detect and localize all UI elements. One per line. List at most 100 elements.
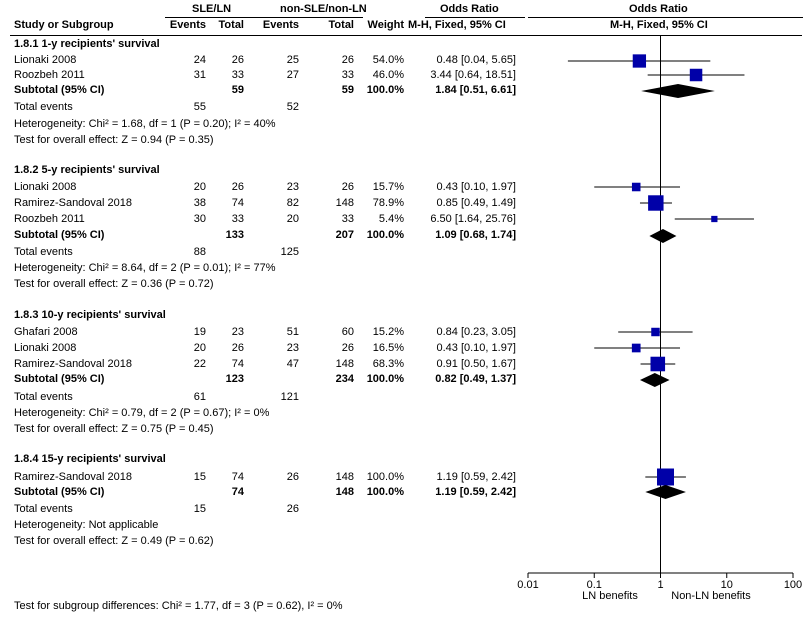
exp-events: 38 xyxy=(193,197,206,209)
total-column-header-2: Total xyxy=(328,19,354,31)
ctl-events: 26 xyxy=(286,471,299,483)
heterogeneity-text: Heterogeneity: Chi² = 1.68, df = 1 (P = … xyxy=(14,118,276,130)
overall-effect-text: Test for overall effect: Z = 0.94 (P = 0… xyxy=(14,134,214,146)
heterogeneity-text: Heterogeneity: Not applicable xyxy=(14,519,159,531)
total-events-label: Total events xyxy=(14,503,73,515)
ctl-total: 26 xyxy=(341,181,354,193)
ctl-group-header: non-SLE/non-LN xyxy=(280,3,367,15)
study-name: Lionaki 2008 xyxy=(14,54,77,66)
plot-title: Odds Ratio xyxy=(629,3,688,15)
ctl-events: 25 xyxy=(286,54,299,66)
study-name: Lionaki 2008 xyxy=(14,342,77,354)
subtotal-ci: 1.09 [0.68, 1.74] xyxy=(435,229,516,241)
study-name: Roozbeh 2011 xyxy=(14,213,85,225)
weight-value: 16.5% xyxy=(372,342,404,354)
subtotal-ctl-total: 234 xyxy=(335,373,354,385)
subtotal-ci: 1.19 [0.59, 2.42] xyxy=(435,486,516,498)
study-name: Lionaki 2008 xyxy=(14,181,77,193)
subtotal-ci: 1.84 [0.51, 6.61] xyxy=(435,84,516,96)
total-events-exp: 55 xyxy=(193,101,206,113)
ci-value: 0.48 [0.04, 5.65] xyxy=(436,54,516,66)
subtotal-ctl-total: 148 xyxy=(335,486,354,498)
total-events-exp: 15 xyxy=(193,503,206,515)
ctl-events: 27 xyxy=(286,69,299,81)
weight-column-header: Weight xyxy=(367,19,404,31)
weight-value: 68.3% xyxy=(372,358,404,370)
exp-total: 74 xyxy=(231,358,244,370)
subgroup-title: 1.8.1 1-y recipients' survival xyxy=(14,38,160,50)
subtotal-diamond xyxy=(645,485,686,499)
ctl-events: 51 xyxy=(286,326,299,338)
exp-total: 26 xyxy=(231,181,244,193)
subtotal-ctl-total: 59 xyxy=(341,84,354,96)
ci-value: 0.85 [0.49, 1.49] xyxy=(436,197,516,209)
ctl-events: 20 xyxy=(286,213,299,225)
heterogeneity-text: Heterogeneity: Chi² = 0.79, df = 2 (P = … xyxy=(14,407,270,419)
subtotal-diamond xyxy=(641,84,715,98)
study-marker xyxy=(650,356,666,372)
total-events-ctl: 52 xyxy=(286,101,299,113)
study-marker xyxy=(631,343,641,353)
subtotal-weight: 100.0% xyxy=(366,229,404,241)
exp-events: 31 xyxy=(193,69,206,81)
ctl-events: 23 xyxy=(286,342,299,354)
subgroup-title: 1.8.2 5-y recipients' survival xyxy=(14,164,160,176)
subgroup-title: 1.8.3 10-y recipients' survival xyxy=(14,309,166,321)
plot-marks xyxy=(567,54,754,499)
subtotal-weight: 100.0% xyxy=(366,373,404,385)
favours-right-label: Non-LN benefits xyxy=(671,590,751,602)
subtotal-label: Subtotal (95% CI) xyxy=(14,84,105,96)
total-events-ctl: 125 xyxy=(280,246,299,258)
ctl-header-underline xyxy=(265,17,363,18)
weight-value: 15.7% xyxy=(372,181,404,193)
exp-total: 23 xyxy=(231,326,244,338)
subtotal-diamond xyxy=(649,229,677,243)
total-events-ctl: 121 xyxy=(280,391,299,403)
header-rule xyxy=(10,35,802,36)
weight-value: 15.2% xyxy=(372,326,404,338)
exp-events: 20 xyxy=(193,342,206,354)
or-column-title: Odds Ratio xyxy=(440,3,499,15)
ctl-total: 148 xyxy=(335,197,354,209)
plot-method-header: M-H, Fixed, 95% CI xyxy=(610,19,708,31)
study-marker xyxy=(689,68,703,82)
method-column-header: M-H, Fixed, 95% CI xyxy=(408,19,506,31)
study-marker xyxy=(648,195,664,211)
study-name: Roozbeh 2011 xyxy=(14,69,85,81)
ci-value: 0.84 [0.23, 3.05] xyxy=(436,326,516,338)
ci-value: 3.44 [0.64, 18.51] xyxy=(430,69,516,81)
weight-value: 78.9% xyxy=(372,197,404,209)
subtotal-ctl-total: 207 xyxy=(335,229,354,241)
subtotal-exp-total: 59 xyxy=(231,84,244,96)
total-events-label: Total events xyxy=(14,246,73,258)
total-events-ctl: 26 xyxy=(286,503,299,515)
exp-total: 74 xyxy=(231,471,244,483)
weight-value: 100.0% xyxy=(366,471,404,483)
exp-events: 30 xyxy=(193,213,206,225)
overall-effect-text: Test for overall effect: Z = 0.75 (P = 0… xyxy=(14,423,214,435)
ctl-total: 26 xyxy=(341,342,354,354)
exp-events: 20 xyxy=(193,181,206,193)
x-tick-label: 10 xyxy=(721,579,733,591)
exp-total: 33 xyxy=(231,213,244,225)
events-column-header-2: Events xyxy=(262,19,299,31)
study-name: Ramirez-Sandoval 2018 xyxy=(14,358,133,370)
exp-total: 33 xyxy=(231,69,244,81)
subtotal-label: Subtotal (95% CI) xyxy=(14,229,105,241)
subgroup-differences-text: Test for subgroup differences: Chi² = 1.… xyxy=(14,600,343,612)
ctl-total: 60 xyxy=(341,326,354,338)
exp-events: 19 xyxy=(193,326,206,338)
subtotal-weight: 100.0% xyxy=(366,486,404,498)
subtotal-label: Subtotal (95% CI) xyxy=(14,486,105,498)
exp-total: 26 xyxy=(231,54,244,66)
subtotal-label: Subtotal (95% CI) xyxy=(14,373,105,385)
ctl-total: 33 xyxy=(341,213,354,225)
ctl-total: 26 xyxy=(341,54,354,66)
exp-header-underline xyxy=(165,17,265,18)
subtotal-exp-total: 74 xyxy=(231,486,244,498)
exp-events: 24 xyxy=(193,54,206,66)
subtotal-exp-total: 133 xyxy=(225,229,244,241)
exp-group-header: SLE/LN xyxy=(192,3,232,15)
or-header-underline xyxy=(425,17,525,18)
ci-value: 0.43 [0.10, 1.97] xyxy=(436,342,516,354)
